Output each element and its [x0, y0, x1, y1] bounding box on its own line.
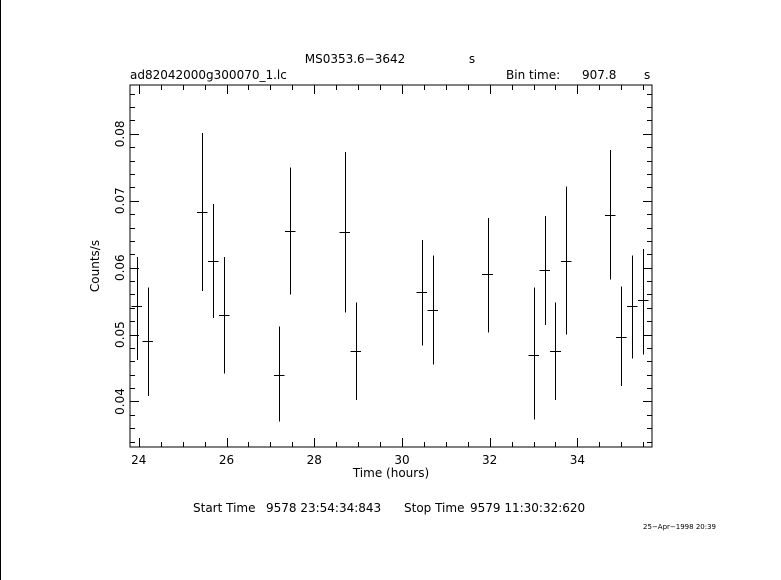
- data-point: [605, 149, 616, 280]
- y-tick-label: 0.08: [113, 120, 127, 147]
- start-time-label: Start Time: [193, 501, 256, 515]
- bin-time-value: 907.8: [582, 68, 616, 82]
- x-tick-label: 24: [131, 453, 146, 467]
- y-axis-label: Counts/s: [88, 240, 102, 292]
- bin-time-unit: s: [644, 68, 650, 82]
- data-point: [561, 186, 572, 335]
- data-point: [142, 287, 153, 397]
- data-point: [482, 218, 493, 333]
- chart-title: MS0353.6−3642: [305, 52, 406, 66]
- data-point: [616, 286, 627, 387]
- data-point: [539, 216, 550, 326]
- window-left-edge: [0, 0, 1, 580]
- data-point: [219, 256, 230, 374]
- stop-time-label: Stop Time: [404, 501, 464, 515]
- x-axis-label: Time (hours): [352, 466, 429, 480]
- title-unit: s: [469, 52, 475, 66]
- data-point: [284, 167, 296, 295]
- y-tick-label: 0.06: [113, 254, 127, 281]
- y-tick-label: 0.05: [113, 321, 127, 348]
- axis-ticks: [130, 85, 652, 447]
- x-tick-label: 28: [307, 453, 322, 467]
- plot-frame: [129, 84, 653, 448]
- data-points: [131, 133, 649, 422]
- date-stamp: 25−Apr−1998 20:39: [643, 523, 716, 531]
- file-name: ad82042000g300070_1.lc: [130, 68, 287, 82]
- data-point: [528, 287, 539, 420]
- data-point: [197, 133, 208, 292]
- y-tick-label: 0.04: [113, 388, 127, 415]
- x-tick-label: 34: [570, 453, 585, 467]
- y-tick-label: 0.07: [113, 187, 127, 214]
- x-tick-label: 26: [219, 453, 234, 467]
- stop-time-value: 9579 11:30:32:620: [470, 501, 585, 515]
- data-point: [339, 151, 351, 313]
- data-point: [350, 302, 362, 401]
- x-tick-label: 32: [482, 453, 497, 467]
- start-time-value: 9578 23:54:34:843: [266, 501, 381, 515]
- bin-time-label: Bin time:: [506, 68, 560, 82]
- data-point: [550, 302, 561, 401]
- data-point: [427, 255, 438, 365]
- data-point: [131, 256, 142, 361]
- data-point: [208, 204, 219, 318]
- data-point: [637, 248, 649, 355]
- data-point: [416, 240, 427, 346]
- tick-labels: 24 26 28 30 32 34 0.04 0.05 0.06 0.07 0.08: [113, 120, 585, 467]
- x-tick-label: 30: [394, 453, 409, 467]
- data-point: [626, 255, 638, 359]
- data-point: [273, 326, 285, 422]
